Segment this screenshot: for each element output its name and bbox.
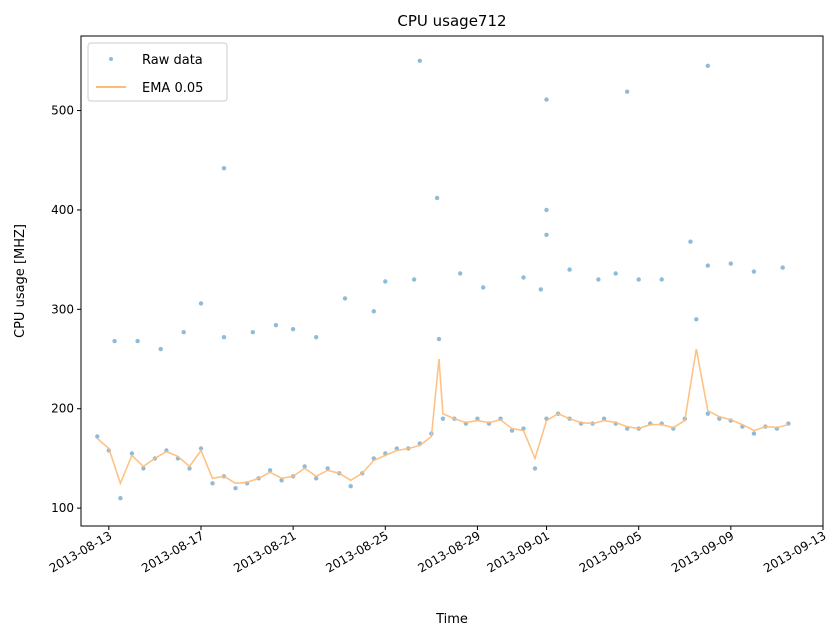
y-tick-label: 400 [51,203,74,217]
raw-data-point [596,277,601,282]
raw-data-point [95,434,100,439]
plot-area [95,58,791,501]
y-axis: 100 200 300 400 500 [51,104,81,515]
chart-title: CPU usage712 [397,12,506,30]
raw-data-point [411,277,417,282]
raw-data-point [267,468,273,473]
y-tick-label: 100 [51,501,74,515]
y-tick-label: 200 [51,402,74,416]
raw-data-point [705,63,710,68]
raw-data-point [751,269,757,274]
raw-data-point [302,464,307,469]
raw-data-point [112,338,117,344]
raw-data-point [780,265,785,270]
raw-data-point [233,486,238,491]
raw-data-point [544,207,549,213]
raw-data-point [705,411,710,416]
raw-data-point [659,277,664,282]
raw-data-point [198,301,204,306]
raw-data-point [613,271,618,276]
raw-data-point [141,466,146,471]
raw-data-point [314,476,319,481]
raw-data-point [273,323,279,328]
raw-data-point [567,267,572,272]
raw-data-point [221,166,227,171]
raw-data-point [544,232,549,237]
raw-data-point [250,330,255,335]
ema-line [96,348,789,486]
legend: Raw data EMA 0.05 [87,42,228,102]
raw-data-point [118,496,123,501]
x-axis-label: Time [435,612,468,627]
raw-data-point [383,279,388,284]
y-tick-label: 300 [51,302,74,316]
legend-label-raw-data: Raw data [142,53,203,68]
raw-data-point [481,285,486,290]
raw-data-point [636,277,641,282]
raw-data-point [538,287,543,292]
raw-data-point [198,446,204,451]
raw-data-point [135,338,140,344]
raw-data-point [210,481,215,486]
raw-data-point [751,431,757,436]
raw-data-point [440,416,446,421]
raw-data-point [290,327,296,332]
raw-data-point [279,478,284,483]
raw-data-point [314,335,319,340]
raw-data-point [434,195,440,201]
raw-data-point [544,97,549,102]
raw-data-point [325,466,330,471]
raw-data-point [181,330,186,335]
raw-data-point [342,296,348,301]
raw-data-point [458,271,463,276]
y-tick-label: 500 [51,104,74,118]
legend-label-ema: EMA 0.05 [142,81,203,96]
raw-data-point [129,451,135,456]
raw-data-point [417,58,422,63]
raw-data-point [436,336,442,342]
raw-data-point [601,416,607,421]
raw-data-point [475,416,480,421]
legend-marker-raw-data [109,57,113,61]
raw-data-point [221,335,227,340]
raw-data-point [705,263,710,268]
raw-data-point [728,261,733,266]
raw-data-point [688,239,693,244]
raw-data-point [625,89,630,94]
raw-data-point [694,317,699,322]
raw-data-point [371,309,376,314]
axes-frame [80,35,824,527]
raw-data-point [348,484,353,489]
raw-data-point [521,275,526,280]
raw-data-point [532,466,538,471]
raw-data-point [187,466,192,471]
raw-data-point [158,346,163,352]
y-axis-label: CPU usage [MHZ] [13,224,28,338]
